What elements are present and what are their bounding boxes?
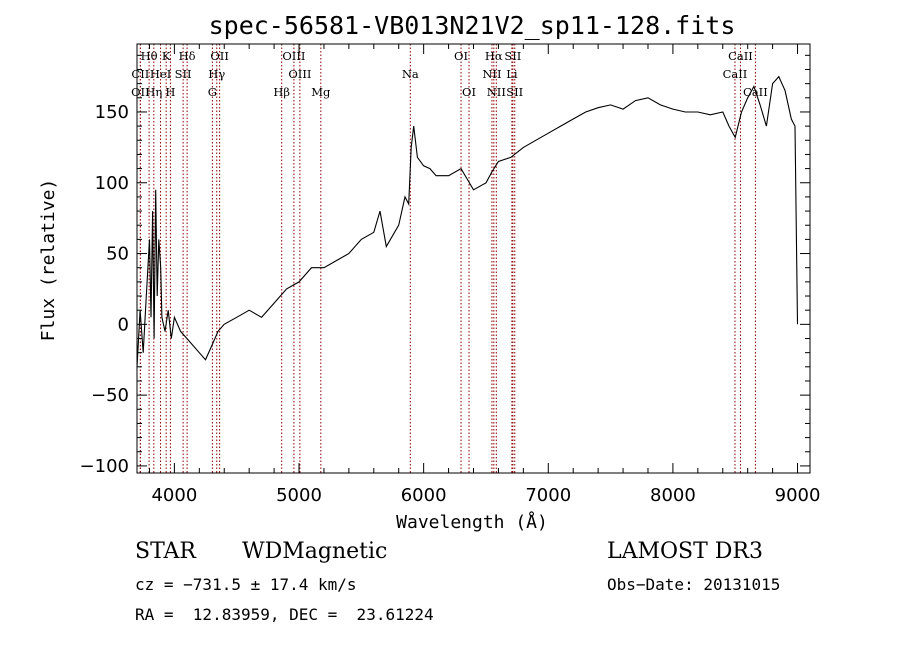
line-label-0: Hθ: [141, 49, 158, 63]
line-label-18: OII: [131, 85, 150, 99]
survey-name: LAMOST DR3: [607, 539, 763, 564]
y-axis-ticks: −100 −50 0 50 100 150: [80, 54, 810, 477]
y-axis-label: Flux (relative): [38, 179, 59, 342]
chart-title: spec-56581-VB013N21V2_sp11-128.fits: [209, 11, 736, 40]
line-label-7: SII: [504, 49, 521, 63]
line-label-25: NII: [487, 85, 506, 99]
y-tick-label-2: 0: [118, 314, 129, 335]
line-label-13: OIII: [288, 67, 311, 81]
line-label-26: SII: [506, 85, 523, 99]
line-label-22: Hβ: [273, 85, 290, 99]
x-tick-label-4: 8000: [650, 485, 696, 506]
y-tick-label-1: −50: [91, 385, 129, 406]
x-tick-label-0: 4000: [151, 485, 197, 506]
y-tick-label-3: 50: [106, 244, 129, 265]
redshift-cz: cz = −731.5 ± 17.4 km/s: [135, 575, 357, 594]
x-tick-label-3: 7000: [525, 485, 571, 506]
line-label-4: OIII: [282, 49, 305, 63]
object-subclass: WDMagnetic: [242, 539, 388, 564]
plot-frame: [136, 43, 811, 474]
spectrum-plot: spec-56581-VB013N21V2_sp11-128.fits Hθ K H…: [38, 11, 821, 533]
x-tick-label-5: 9000: [775, 485, 821, 506]
coordinates: RA = 12.83959, DEC = 23.61224: [135, 605, 434, 624]
line-label-14: Na: [402, 67, 419, 81]
line-label-9: CII: [131, 67, 149, 81]
y-tick-label-5: 150: [95, 102, 129, 123]
x-tick-label-1: 5000: [276, 485, 322, 506]
line-label-5: OI: [454, 49, 468, 63]
line-label-6: Hα: [485, 49, 503, 63]
line-label-3: OII: [210, 49, 229, 63]
flux-series-line: [136, 75, 799, 367]
line-label-8: CaII: [728, 49, 753, 63]
y-tick-label-4: 100: [95, 173, 129, 194]
line-label-17: CaII: [723, 67, 748, 81]
x-axis-ticks: 4000 5000 6000 7000 8000 9000: [148, 44, 821, 506]
line-label-10: HeI: [150, 67, 171, 81]
line-label-23: Mg: [311, 85, 331, 99]
line-label-12: Hγ: [208, 67, 225, 81]
x-tick-label-2: 6000: [401, 485, 447, 506]
line-label-11: SII: [175, 67, 192, 81]
object-type: STAR: [135, 539, 196, 564]
line-label-15: NII: [482, 67, 501, 81]
observation-date: Obs−Date: 20131015: [607, 575, 781, 594]
line-label-24: OI: [462, 85, 476, 99]
line-label-21: G: [208, 85, 217, 99]
line-label-16: Li: [506, 67, 518, 81]
line-label-2: Hδ: [179, 49, 196, 63]
line-label-20: H: [165, 85, 175, 99]
y-tick-label-0: −100: [80, 456, 129, 477]
line-label-19: Hη: [145, 85, 162, 99]
spectral-line-markers: [139, 44, 756, 473]
line-label-1: K: [162, 49, 171, 63]
x-axis-label: Wavelength (Å): [396, 511, 548, 533]
